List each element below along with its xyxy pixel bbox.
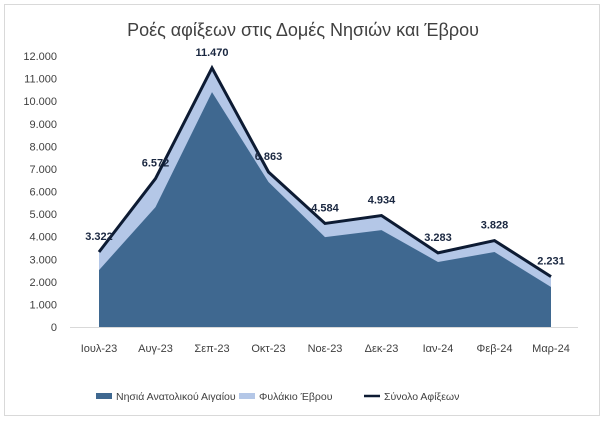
y-tick-label: 10.000 xyxy=(23,96,57,108)
legend-label: Σύνολο Αφίξεων xyxy=(384,391,459,403)
data-label: 2.231 xyxy=(537,256,565,268)
data-label: 3.283 xyxy=(424,232,452,244)
data-label: 4.584 xyxy=(311,202,339,214)
y-tick-label: 2.000 xyxy=(29,277,57,289)
x-tick-label: Φεβ-24 xyxy=(477,343,513,355)
x-tick-label: Οκτ-23 xyxy=(251,343,285,355)
y-tick-label: 3.000 xyxy=(29,254,57,266)
x-tick-label: Δεκ-23 xyxy=(365,343,399,355)
y-tick-label: 11.000 xyxy=(24,74,57,86)
data-label: 4.934 xyxy=(368,195,396,207)
x-tick-label: Μαρ-24 xyxy=(532,343,570,355)
y-tick-label: 9.000 xyxy=(29,119,57,131)
x-tick-label: Ιουλ-23 xyxy=(81,343,118,355)
legend-label: Νησιά Ανατολικού Αιγαίου xyxy=(116,391,236,403)
legend-swatch-0 xyxy=(96,393,112,399)
x-tick-label: Αυγ-23 xyxy=(138,343,173,355)
data-label: 6.863 xyxy=(255,151,283,163)
chart-frame xyxy=(4,4,600,416)
data-label: 11.470 xyxy=(195,47,228,59)
x-tick-label: Σεπ-23 xyxy=(194,343,229,355)
y-tick-label: 5.000 xyxy=(29,209,57,221)
x-tick-label: Ιαν-24 xyxy=(423,343,454,355)
y-tick-label: 7.000 xyxy=(29,164,57,176)
y-tick-label: 4.000 xyxy=(29,232,57,244)
legend-label: Φυλάκιο Έβρου xyxy=(259,391,333,403)
legend-swatch-1 xyxy=(239,393,255,399)
chart-title: Ροές αφίξεων στις Δομές Νησιών και Έβρου xyxy=(127,20,479,40)
y-tick-label: 12.000 xyxy=(23,51,57,63)
data-label: 3.322 xyxy=(85,231,113,243)
y-tick-label: 1.000 xyxy=(29,299,57,311)
x-tick-label: Νοε-23 xyxy=(308,343,343,355)
y-tick-label: 6.000 xyxy=(29,187,57,199)
y-tick-label: 0 xyxy=(51,322,57,334)
area-islands xyxy=(99,92,551,327)
y-tick-label: 8.000 xyxy=(29,141,57,153)
data-label: 6.572 xyxy=(142,158,170,170)
data-label: 3.828 xyxy=(481,220,509,232)
line-total xyxy=(97,64,552,278)
